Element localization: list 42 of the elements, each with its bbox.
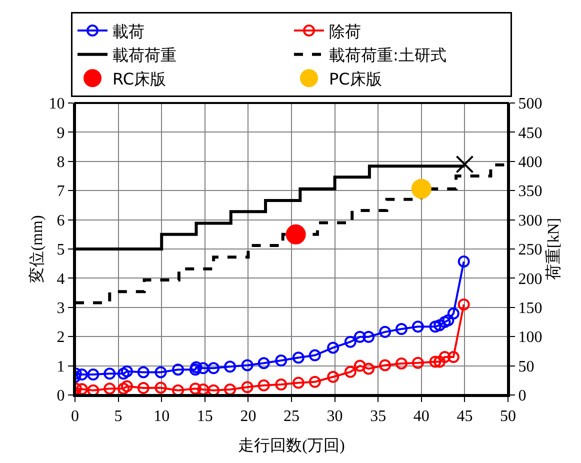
y-tick-label: 5 <box>56 242 65 259</box>
y-tick-label: 6 <box>56 212 65 230</box>
y2-tick-label: 350 <box>518 183 542 200</box>
x-tick-label: 10 <box>154 408 170 426</box>
x-tick-label: 5 <box>114 408 122 426</box>
y2-tick-label: 450 <box>518 124 542 142</box>
x-tick-label: 45 <box>456 408 473 426</box>
x-tick-label: 40 <box>413 408 430 426</box>
y-tick-label: 7 <box>56 183 65 200</box>
y-tick-label: 2 <box>56 329 65 346</box>
y2-axis-title: 荷重[kN] <box>544 218 562 280</box>
x-tick-label: 25 <box>284 408 300 426</box>
y2-tick-label: 100 <box>518 329 542 346</box>
y-tick-label: 10 <box>48 96 65 113</box>
y2-tick-label: 400 <box>518 154 542 171</box>
y2-tick-label: 500 <box>518 96 542 113</box>
y2-tick-label: 300 <box>518 212 542 230</box>
legend-label: RC床版 <box>112 69 166 88</box>
legend-label: 除荷 <box>329 22 361 41</box>
y-tick-label: 9 <box>56 124 65 142</box>
x-tick-label: 50 <box>500 408 516 426</box>
x-tick-label: 0 <box>71 408 79 426</box>
x-tick-label: 35 <box>370 408 386 426</box>
y2-tick-label: 50 <box>518 358 534 376</box>
legend-label: 載荷荷重 <box>112 46 176 65</box>
y-tick-label: 4 <box>56 270 65 288</box>
x-axis-title: 走行回数(万回) <box>238 436 345 454</box>
y-tick-label: 3 <box>56 300 65 317</box>
y-axis-title: 変位(mm) <box>28 215 46 283</box>
y2-tick-label: 200 <box>518 270 542 288</box>
y2-tick-label: 150 <box>518 300 542 317</box>
legend-label: 載荷 <box>112 22 144 41</box>
y-tick-label: 8 <box>56 154 65 171</box>
x-tick-label: 20 <box>240 408 256 426</box>
x-tick-label: 30 <box>326 408 343 426</box>
legend-label: 載荷荷重:土研式 <box>329 46 446 65</box>
x-tick-label: 15 <box>196 408 213 426</box>
y2-tick-label: 250 <box>518 242 542 259</box>
legend-label: PC床版 <box>329 69 382 88</box>
y-tick-label: 0 <box>56 388 65 405</box>
y2-tick-label: 0 <box>518 388 526 405</box>
y-tick-label: 1 <box>56 358 65 376</box>
